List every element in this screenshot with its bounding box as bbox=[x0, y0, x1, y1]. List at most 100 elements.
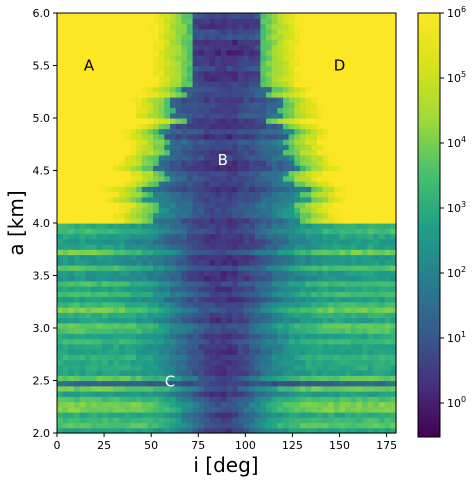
heatmap-cell bbox=[367, 275, 374, 282]
heatmap-cell bbox=[283, 23, 290, 30]
heatmap-cell bbox=[198, 181, 205, 187]
heatmap-cell bbox=[68, 175, 75, 182]
heatmap-cell bbox=[107, 165, 115, 172]
heatmap-cell bbox=[367, 296, 374, 303]
heatmap-cell bbox=[73, 212, 81, 219]
heatmap-cell bbox=[249, 18, 256, 25]
heatmap-cell bbox=[328, 44, 335, 51]
heatmap-cell bbox=[62, 359, 69, 366]
heatmap-cell bbox=[237, 322, 245, 329]
heatmap-cell bbox=[186, 191, 194, 198]
heatmap-cell bbox=[356, 112, 363, 119]
heatmap-cell bbox=[362, 228, 369, 235]
heatmap-cell bbox=[373, 207, 380, 214]
heatmap-cell bbox=[294, 196, 301, 203]
heatmap-cell bbox=[147, 364, 154, 371]
heatmap-cell bbox=[316, 154, 324, 161]
heatmap-cell bbox=[294, 102, 301, 109]
heatmap-cell bbox=[339, 23, 346, 30]
heatmap-cell bbox=[181, 160, 188, 166]
heatmap-cell bbox=[328, 275, 335, 282]
heatmap-cell bbox=[322, 186, 329, 193]
heatmap-cell bbox=[186, 165, 194, 172]
heatmap-cell bbox=[299, 165, 307, 172]
heatmap-cell bbox=[203, 181, 211, 187]
colorbar-tick-label: 105 bbox=[447, 70, 466, 85]
heatmap-cell bbox=[198, 317, 205, 324]
heatmap-cell bbox=[153, 212, 160, 219]
heatmap-cell bbox=[79, 249, 86, 256]
heatmap-cell bbox=[254, 422, 261, 429]
heatmap-cell bbox=[350, 149, 358, 156]
heatmap-cell bbox=[322, 343, 329, 350]
heatmap-cell bbox=[316, 385, 324, 392]
heatmap-cell bbox=[153, 343, 160, 350]
heatmap-cell bbox=[119, 254, 126, 261]
heatmap-cell bbox=[68, 259, 75, 266]
heatmap-cell bbox=[113, 223, 120, 229]
heatmap-cell bbox=[147, 175, 154, 182]
heatmap-cell bbox=[373, 406, 380, 413]
heatmap-cell bbox=[130, 380, 137, 387]
heatmap-cell bbox=[367, 133, 374, 140]
heatmap-cell bbox=[316, 359, 324, 366]
heatmap-cell bbox=[299, 49, 307, 56]
heatmap-cell bbox=[158, 412, 165, 418]
heatmap-cell bbox=[113, 385, 120, 392]
heatmap-cell bbox=[141, 333, 148, 340]
heatmap-cell bbox=[96, 86, 103, 93]
heatmap-cell bbox=[147, 149, 154, 156]
heatmap-cell bbox=[379, 28, 386, 35]
heatmap-cell bbox=[136, 86, 143, 93]
heatmap-cell bbox=[130, 34, 137, 40]
heatmap-cell bbox=[57, 259, 64, 266]
heatmap-cell bbox=[339, 223, 346, 229]
heatmap-cell bbox=[249, 354, 256, 361]
heatmap-cell bbox=[186, 107, 194, 114]
heatmap-cell bbox=[68, 91, 75, 98]
heatmap-cell bbox=[141, 223, 148, 229]
heatmap-cell bbox=[96, 196, 103, 203]
heatmap-cell bbox=[90, 359, 98, 366]
heatmap-cell bbox=[203, 118, 211, 124]
heatmap-cell bbox=[79, 28, 86, 35]
heatmap-cell bbox=[153, 422, 160, 429]
heatmap-cell bbox=[85, 107, 92, 114]
heatmap-cell bbox=[299, 144, 307, 151]
heatmap-cell bbox=[198, 385, 205, 392]
heatmap-cell bbox=[350, 275, 358, 282]
heatmap-cell bbox=[186, 128, 194, 135]
heatmap-cell bbox=[226, 233, 233, 240]
heatmap-cell bbox=[350, 49, 358, 56]
heatmap-cell bbox=[73, 154, 81, 161]
heatmap-cell bbox=[102, 149, 109, 156]
heatmap-cell bbox=[62, 364, 69, 371]
heatmap-cell bbox=[192, 207, 199, 214]
heatmap-cell bbox=[141, 259, 148, 266]
heatmap-cell bbox=[311, 107, 318, 114]
heatmap-cell bbox=[124, 385, 132, 392]
heatmap-cell bbox=[164, 160, 171, 166]
heatmap-cell bbox=[232, 118, 239, 124]
heatmap-cell bbox=[237, 401, 245, 408]
y-tick-label: 6.0 bbox=[33, 7, 51, 20]
heatmap-cell bbox=[356, 249, 363, 256]
heatmap-cell bbox=[305, 91, 312, 98]
heatmap-cell bbox=[294, 275, 301, 282]
heatmap-cell bbox=[390, 427, 397, 434]
heatmap-cell bbox=[254, 70, 261, 77]
heatmap-cell bbox=[90, 86, 98, 93]
heatmap-cell bbox=[192, 181, 199, 187]
heatmap-cell bbox=[232, 333, 239, 340]
heatmap-cell bbox=[243, 191, 250, 198]
heatmap-cell bbox=[226, 422, 233, 429]
heatmap-cell bbox=[62, 254, 69, 261]
heatmap-cell bbox=[147, 81, 154, 88]
heatmap-cell bbox=[113, 233, 120, 240]
heatmap-cell bbox=[271, 380, 278, 387]
heatmap-cell bbox=[283, 44, 290, 51]
heatmap-cell bbox=[153, 312, 160, 319]
heatmap-cell bbox=[130, 301, 137, 308]
heatmap-cell bbox=[362, 186, 369, 193]
